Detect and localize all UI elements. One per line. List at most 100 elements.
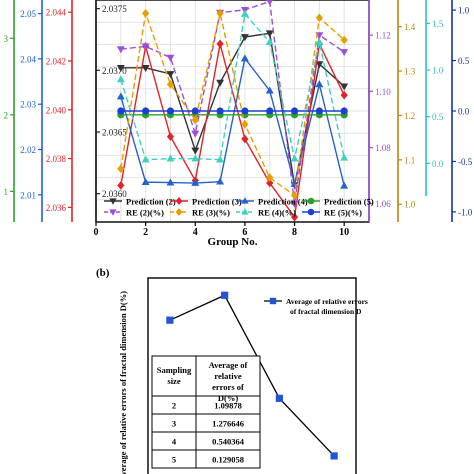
y-tick-label: 2.044 [46,8,67,18]
y-tick-label: 1.08 [375,143,391,153]
legend-marker [109,209,117,216]
data-point [240,9,249,17]
legend-label: RE (2)(%) [126,208,164,218]
y-tick-label: 1.10 [375,87,391,97]
table-cell: 5 [172,455,176,465]
data-point [116,46,125,54]
panel-b: (b) Average of relative errors of fractal… [96,267,368,474]
y-tick-label: 1.0 [458,6,470,16]
data-point [290,200,299,208]
x-tick-label: 2 [143,227,148,238]
x-tick-label: 4 [193,227,198,238]
data-point [166,71,175,79]
table-header-text: Average of [209,360,248,370]
y-tick-label: 0.0 [432,159,444,169]
data-point [142,107,150,115]
y-tick-label: 1.12 [375,31,391,41]
legend-label: Prediction (2) [126,197,176,207]
data-point [216,177,225,185]
table-cell: 0.540364 [212,437,245,447]
y-tick-label: 1.1 [404,155,415,165]
data-point [340,90,348,100]
y-tick-label: 2.042 [46,56,66,66]
data-point [290,212,299,222]
y-tick-label: -1.0 [458,207,473,217]
y-tick-label: 2.0360 [102,189,127,199]
legend-label: Prediction (4) [258,197,308,207]
series-re-3- [117,9,348,200]
series-line [120,13,345,197]
table-cell: 3 [172,419,176,429]
legend-label: RE (4)(%) [258,208,296,218]
y-tick-label: 2.02 [20,145,36,155]
data-point [241,120,249,129]
y-tick-label: 2.03 [20,100,36,110]
table-header-text: Sampling [157,365,192,375]
legend-label: RE (3)(%) [192,208,230,218]
x-axis-label: Group No. [208,236,258,248]
table-cell: 4 [172,437,177,447]
y-axis-ax_red: 2.036 2.038 2.040 2.042 2.044 [46,0,73,222]
data-point [191,107,199,115]
y-tick-label: 2.036 [46,203,67,213]
table-cell: 0.129058 [212,455,244,465]
data-point [191,130,200,138]
legend-label: RE (5)(%) [324,208,362,218]
table-frame [151,355,261,469]
data-point [141,177,150,186]
legend-marker [269,297,277,305]
table-cell: 1.09878 [214,401,242,411]
y-axis-ax_purple: 1.06 1.08 1.10 1.12 [368,0,391,222]
data-point [340,181,349,189]
data-point [266,178,274,188]
data-point [116,92,125,100]
data-point [290,107,299,115]
x-axis-a: 0 2 4 6 8 10 Group No. [94,222,349,248]
data-point [340,83,349,91]
y-tick-label: 2 [4,110,9,120]
data-point [266,0,273,6]
data-point [275,394,283,402]
data-point [340,35,348,45]
y-tick-label: 1.0 [432,66,444,76]
y-tick-label: 0.5 [432,112,444,122]
legend-marker [175,197,183,205]
y-axis-ax_gold: 1.0 1.1 1.2 1.3 1.4 [397,0,416,222]
data-point [340,153,349,161]
y-axis-ax_black: 2.0360 2.0365 2.0370 2.0375 [95,0,127,222]
data-point [340,49,349,57]
data-point [191,147,200,155]
data-point [265,37,274,45]
legend-label-line2: of fractal dimension D [290,307,362,316]
series-re-4- [116,9,349,163]
data-point [191,154,200,162]
legend-marker [241,208,249,215]
data-point [221,291,229,299]
data-point [116,64,125,72]
series-re-5- [117,107,348,115]
data-point [117,181,125,190]
data-point [265,86,274,94]
y-tick-label: 2.05 [20,9,36,19]
y-tick-label: 2.0370 [102,66,127,76]
y-tick-label: 1.0 [404,200,416,210]
data-point [216,155,225,163]
legend-marker [241,197,249,204]
y-tick-label: -0.5 [458,157,473,167]
y-tick-label: 2.04 [20,54,36,64]
y-axis-ax_cyan: 0.0 0.5 1.0 1.5 [425,0,444,196]
y-tick-label: 3 [4,34,9,44]
panel-b-plot-frame [147,277,357,474]
legend-a: Prediction (2) Prediction (3) Prediction (… [104,197,374,218]
legend-marker [175,208,183,216]
legend-label-line1: Average of relative errors [286,297,368,306]
x-tick-label: 8 [292,227,297,238]
panel-a: 1232.012.022.032.042.052.0362.0382.0402.… [4,0,473,248]
data-point [266,107,274,115]
y-axis-ax_green: 1 2 3 [4,0,15,222]
data-point [117,164,125,174]
data-point [166,80,175,89]
data-point [191,178,200,186]
y-tick-label: 2.01 [20,190,36,200]
series-prediction-4- [116,54,349,189]
